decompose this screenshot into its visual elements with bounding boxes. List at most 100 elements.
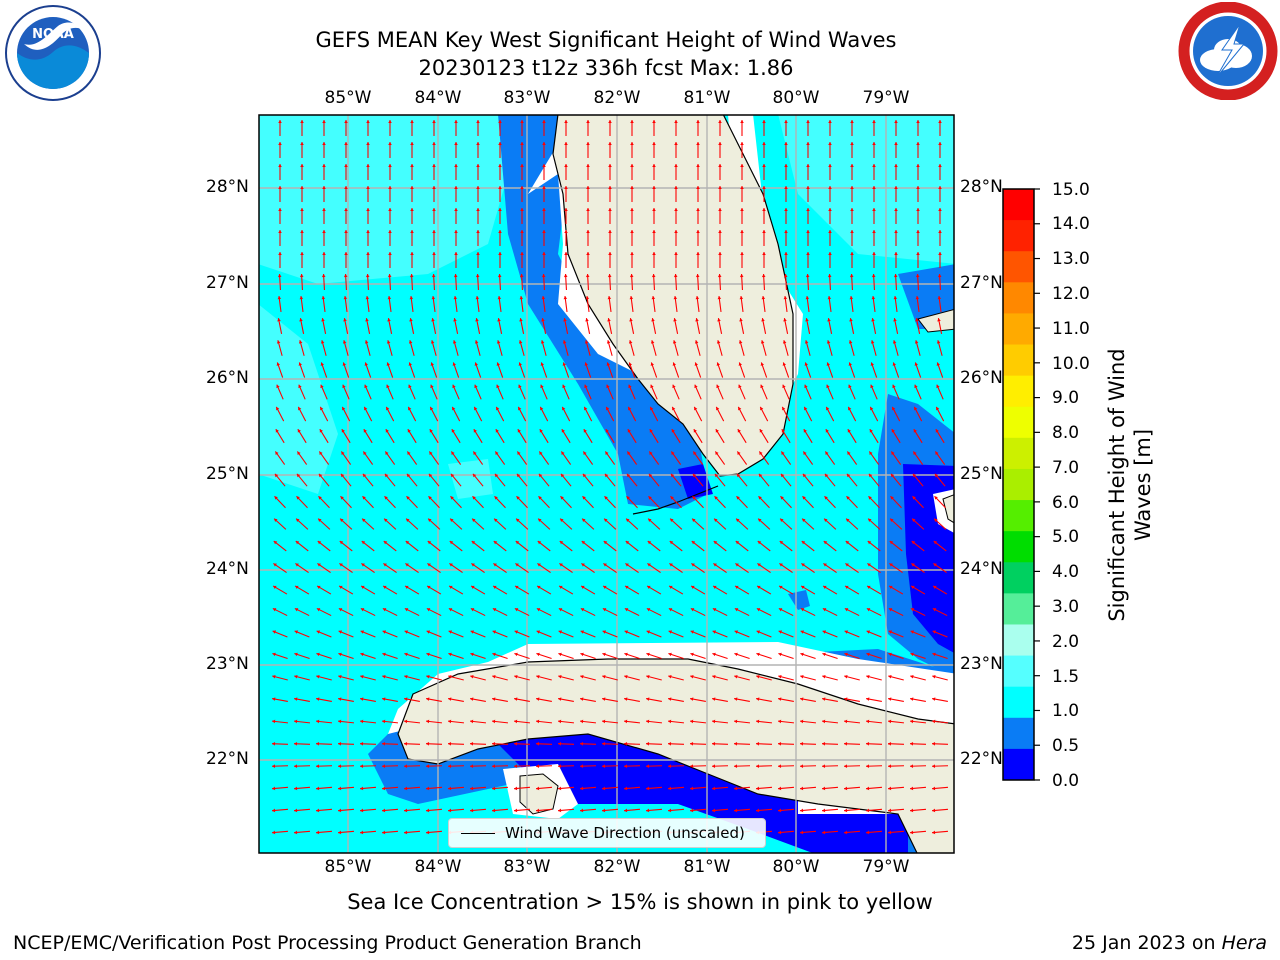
wave-direction-arrowhead xyxy=(294,630,299,634)
wave-direction-arrowhead xyxy=(558,608,563,612)
wave-direction-arrowhead xyxy=(757,585,761,590)
wave-direction-arrowhead xyxy=(454,142,458,145)
wave-direction-arrowhead xyxy=(470,608,475,612)
wave-direction-arrowhead xyxy=(366,230,370,233)
wave-direction-arrowhead xyxy=(780,518,784,522)
wave-direction-arrowhead xyxy=(564,120,568,123)
wave-direction-arrowhead xyxy=(561,429,565,433)
sea-ice-note: Sea Ice Concentration > 15% is shown in … xyxy=(347,890,933,914)
wave-direction-arrowhead xyxy=(716,406,720,411)
wave-direction-arrowhead xyxy=(497,296,502,300)
wave-direction-arrowhead xyxy=(691,585,695,590)
wave-direction-arrowhead xyxy=(866,808,870,813)
wave-direction-arrowhead xyxy=(471,541,476,545)
wave-direction-arrowhead xyxy=(718,186,722,189)
wave-direction-arrowhead xyxy=(366,142,370,145)
wave-direction-arrowhead xyxy=(868,518,872,522)
wave-direction-arrowhead xyxy=(410,208,414,211)
wave-direction-arrowhead xyxy=(492,697,496,701)
wave-direction-arrowhead xyxy=(365,296,370,300)
wave-direction-arrowhead xyxy=(762,230,766,233)
wave-direction-arrowhead xyxy=(672,384,676,389)
wave-direction-arrowhead xyxy=(428,496,432,500)
wave-direction-arrowhead xyxy=(383,563,387,567)
wave-direction-arrowhead xyxy=(429,451,433,455)
wave-direction-arrowhead xyxy=(780,473,785,478)
wave-direction-arrowhead xyxy=(300,120,304,123)
lon-label-bottom-81: 81°W xyxy=(683,857,731,877)
wave-direction-arrowhead xyxy=(537,585,541,590)
wave-direction-arrowhead xyxy=(606,362,611,366)
wave-direction-arrowhead xyxy=(668,675,672,679)
wave-direction-arrowhead xyxy=(668,697,672,701)
wave-direction-arrowhead xyxy=(867,541,872,545)
wave-direction-arrowhead xyxy=(735,563,739,567)
wave-direction-arrowhead xyxy=(759,451,763,455)
wave-direction-arrowhead xyxy=(783,318,787,322)
wave-direction-arrowhead xyxy=(806,230,810,233)
wave-direction-arrowhead xyxy=(800,697,804,701)
wave-direction-arrowhead xyxy=(916,120,920,123)
wave-direction-arrowhead xyxy=(673,274,678,278)
wave-direction-arrowhead xyxy=(320,406,324,411)
wave-direction-arrowhead xyxy=(624,697,628,701)
wave-direction-arrowhead xyxy=(559,563,563,567)
wave-direction-arrowhead xyxy=(872,164,876,167)
wave-direction-arrowhead xyxy=(668,741,672,746)
colorbar-tick-8: 8.0 xyxy=(1052,423,1080,443)
wave-direction-arrowhead xyxy=(536,719,540,724)
wave-direction-arrowhead xyxy=(496,406,500,411)
wave-direction-arrowhead xyxy=(406,473,411,478)
wave-direction-arrowhead xyxy=(454,164,458,167)
wave-direction-arrowhead xyxy=(564,186,568,189)
wave-direction-arrowhead xyxy=(827,274,832,278)
wave-direction-arrowhead xyxy=(844,608,849,612)
wave-direction-arrowhead xyxy=(384,473,389,478)
wave-direction-arrowhead xyxy=(849,318,853,322)
wave-direction-arrowhead xyxy=(540,340,545,344)
wave-direction-arrowhead xyxy=(892,340,897,344)
wave-direction-arrowhead xyxy=(825,451,829,455)
lat-label-right-23: 23°N xyxy=(960,654,1003,674)
wave-direction-arrowhead xyxy=(866,630,871,634)
wave-direction-arrowhead xyxy=(672,340,677,344)
wave-direction-arrowhead xyxy=(867,585,871,590)
wave-direction-arrowhead xyxy=(518,362,523,366)
wave-direction-arrowhead xyxy=(448,675,452,679)
wave-direction-arrowhead xyxy=(470,652,474,657)
lat-label-left-26: 26°N xyxy=(206,368,249,388)
wave-direction-arrowhead xyxy=(562,384,566,389)
wave-direction-arrowhead xyxy=(405,563,409,567)
wave-direction-arrowhead xyxy=(716,384,720,389)
wave-direction-arrowhead xyxy=(738,384,742,389)
wave-direction-arrowhead xyxy=(363,429,367,433)
wave-direction-arrowhead xyxy=(470,808,474,813)
wave-direction-arrowhead xyxy=(670,473,675,478)
wave-direction-arrowhead xyxy=(470,786,474,791)
wave-direction-arrowhead xyxy=(888,741,892,746)
wave-direction-arrowhead xyxy=(850,120,854,123)
wave-direction-arrowhead xyxy=(538,473,543,478)
wave-direction-arrowhead xyxy=(866,719,870,724)
wave-direction-arrowhead xyxy=(584,406,588,411)
lat-label-left-25: 25°N xyxy=(206,464,249,484)
wave-direction-arrowhead xyxy=(584,340,589,344)
wave-direction-arrowhead xyxy=(540,384,544,389)
colorbar-tick-1p5: 1.5 xyxy=(1052,667,1080,687)
wave-direction-arrowhead xyxy=(602,608,607,612)
wave-direction-arrowhead xyxy=(272,764,276,768)
colorbar-cell xyxy=(1003,686,1034,719)
wave-direction-arrowhead xyxy=(471,563,475,567)
wave-direction-arrowhead xyxy=(295,563,299,567)
wave-direction-arrowhead xyxy=(497,274,502,278)
wave-direction-arrowhead xyxy=(388,208,392,211)
wave-direction-arrowhead xyxy=(429,429,433,433)
wave-direction-arrowhead xyxy=(559,585,563,590)
wave-direction-arrowhead xyxy=(449,563,453,567)
wave-direction-arrowhead xyxy=(888,764,892,768)
wave-direction-arrowhead xyxy=(802,473,807,478)
colorbar-cell xyxy=(1003,220,1034,252)
wave-direction-arrowhead xyxy=(360,830,364,835)
wave-direction-arrowhead xyxy=(806,164,810,167)
wave-direction-arrowhead xyxy=(690,764,694,768)
